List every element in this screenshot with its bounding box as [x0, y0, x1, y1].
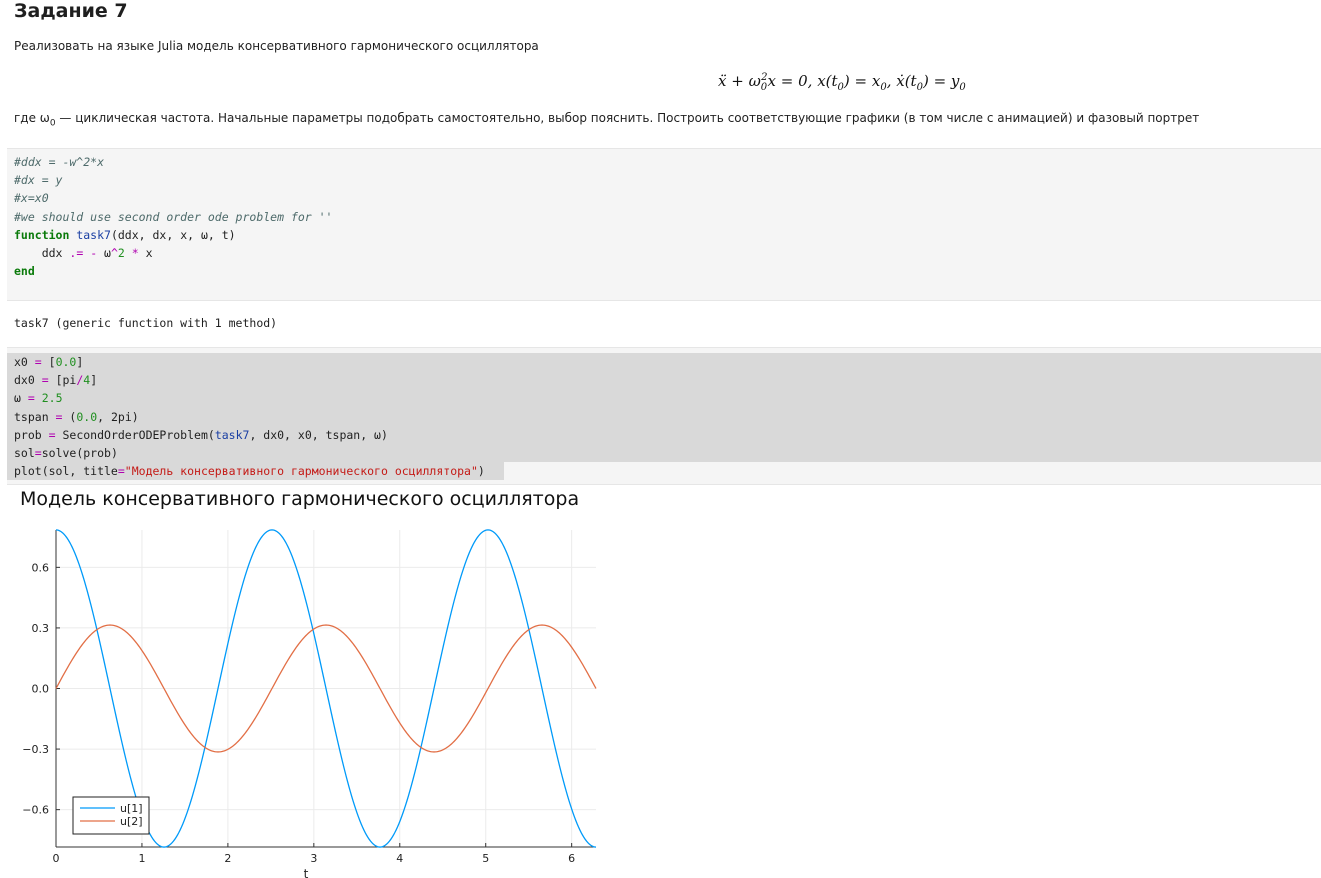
eq-part: 0 — [959, 82, 966, 93]
code-cell-2[interactable]: x0 = [0.0] dx0 = [pi/4] ω = 2.5 tspan = … — [7, 347, 1321, 485]
eq-part: ẍ + ω — [718, 72, 761, 90]
y-tick-label: 0.0 — [32, 683, 50, 696]
code-cell-1[interactable]: #ddx = -w^2*x #dx = y #x=x0 #we should u… — [7, 148, 1321, 301]
eq-part: x = 0, x(t — [767, 72, 838, 90]
eq-part: 0 — [760, 82, 768, 93]
y-tick-label: −0.3 — [22, 743, 49, 756]
code-line: #dx = y — [14, 173, 63, 188]
x-tick-label: 1 — [138, 852, 145, 865]
equation: ẍ + ω02x = 0, x(t0) = x0, ẋ(t0) = y0 — [718, 72, 966, 93]
y-tick-label: 0.3 — [32, 622, 50, 635]
y-tick-label: −0.6 — [22, 804, 49, 817]
plot-output: Модель консервативного гармонического ос… — [0, 486, 610, 878]
eq-part: 0 — [837, 82, 844, 93]
x-tick-label: 3 — [310, 852, 317, 865]
code-line: sol=solve(prob) — [7, 443, 1321, 463]
eq-part: 0 — [880, 82, 887, 93]
description-sub: 0 — [49, 118, 56, 129]
eq-part: 2 — [761, 72, 768, 83]
x-tick-label: 0 — [53, 852, 60, 865]
y-tick-label: 0.6 — [32, 561, 50, 574]
code-line: x0 = [0.0] — [7, 353, 1321, 372]
legend-box — [72, 796, 150, 835]
code-line: #ddx = -w^2*x — [14, 155, 105, 169]
chart-svg: 0 1 2 3 4 5 6 0.6 0.3 0.0 −0.3 −0.6 t u[1]u[2] — [22, 529, 597, 878]
code-line: #we should use second order ode problem … — [14, 209, 333, 224]
cell-output: task7 (generic function with 1 method) — [14, 316, 278, 330]
code-line: #x=x0 — [14, 191, 49, 206]
code-line: function task7(ddx, dx, x, ω, t) — [14, 227, 236, 242]
chart-axes: 0 1 2 3 4 5 6 0.6 0.3 0.0 −0.3 −0.6 t — [22, 530, 596, 878]
intro-text: Реализовать на языке Julia модель консер… — [14, 39, 539, 53]
description-prefix: где ω — [14, 111, 50, 125]
legend-label: u[1] — [120, 802, 143, 815]
description-text: где ω0 — циклическая частота. Начальные … — [14, 111, 1199, 128]
code-line: ω = 2.5 — [7, 389, 1321, 408]
eq-part: ) = y — [922, 72, 960, 90]
chart-legend: u[1]u[2] — [72, 796, 150, 835]
description-rest: — циклическая частота. Начальные парамет… — [55, 111, 1200, 125]
eq-part: ) = x — [843, 72, 881, 90]
x-tick-label: 6 — [568, 852, 575, 865]
x-tick-label: 2 — [224, 852, 231, 865]
code-line: prob = SecondOrderODEProblem(task7, dx0,… — [7, 425, 1321, 444]
code-line: plot(sol, title="Модель консервативного … — [7, 462, 504, 481]
code-line: dx0 = [pi/4] — [7, 371, 1321, 390]
eq-part: 0 — [916, 82, 923, 93]
code-line: tspan = (0.0, 2pi) — [7, 407, 1321, 426]
x-tick-label: 5 — [482, 852, 489, 865]
code-line: end — [14, 264, 35, 279]
code-line: ddx .= - ω^2 * x — [14, 245, 153, 260]
x-tick-label: 4 — [396, 852, 403, 865]
chart-title: Модель консервативного гармонического ос… — [20, 488, 580, 510]
eq-part: , ẋ(t — [886, 72, 917, 90]
series-line-2 — [55, 624, 597, 753]
x-axis-label: t — [304, 867, 309, 878]
legend-label: u[2] — [120, 815, 143, 828]
task-heading: Задание 7 — [14, 0, 128, 22]
